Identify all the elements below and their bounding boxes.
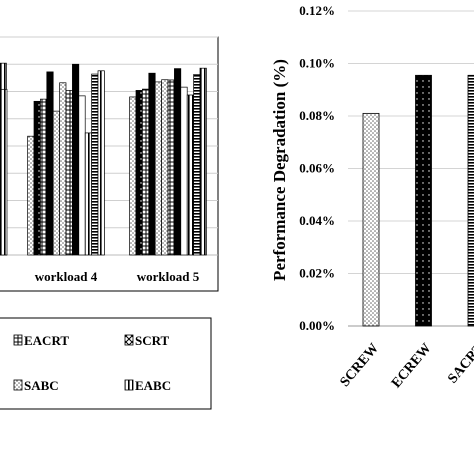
bar-scrt-workload-4 <box>72 63 80 256</box>
right-y-tick-labels: 0.00% 0.02% 0.04% 0.06% 0.08% 0.10% 0.12% <box>299 3 335 333</box>
bar-eacrt-workload-5 <box>142 88 150 256</box>
left-bars <box>0 62 207 256</box>
bar-sabc-workload-5 <box>186 94 194 256</box>
legend-frame <box>0 317 212 410</box>
bar-scrt-workload-5 <box>161 79 169 256</box>
left-chart: workload 4 workload 5 EACRT SCRT SABC EA… <box>0 36 219 410</box>
bar-sabc-workload-5 <box>129 96 137 256</box>
legend-label-eabc: EABC <box>135 378 171 393</box>
right-y-axis-label: Performance Degradation (%) <box>270 59 289 281</box>
bar-eabc-workload-5 <box>167 79 175 256</box>
bar-eacrt-workload-5 <box>180 86 188 256</box>
legend-swatch-sabc <box>13 379 23 391</box>
bar-sabc-workload-4 <box>84 132 92 256</box>
right-y-tick-0-02: 0.02% <box>299 266 335 281</box>
bar-eacrt-workload-4 <box>78 95 86 256</box>
bar-eacrt-workload-5 <box>135 90 143 256</box>
bar-sacrt <box>467 74 474 327</box>
legend-swatch-eacrt <box>13 334 23 346</box>
right-y-tick-0-12: 0.12% <box>299 3 335 18</box>
bar-scrt-workload-5 <box>148 72 156 256</box>
bar-sabc-workload-4 <box>27 135 35 256</box>
bar-eabc-workload-4 <box>65 90 73 256</box>
legend-swatch-eabc <box>124 379 134 391</box>
bar-scrt-workload-4 <box>46 71 54 256</box>
bar-scrt-workload-5 <box>174 68 182 256</box>
bar-scrt-workload-5 <box>193 74 201 256</box>
bar-ecrew <box>415 74 432 327</box>
bar-sabc-workload-5 <box>154 81 162 256</box>
right-y-tick-0-08: 0.08% <box>299 108 335 123</box>
legend-label-sabc: SABC <box>24 378 59 393</box>
right-bars <box>362 74 474 327</box>
right-category-labels: SCREW ECREW SACRT <box>338 340 474 391</box>
bar-eabc-workload-3 <box>0 88 8 256</box>
category-label-workload-5: workload 5 <box>137 269 200 284</box>
bar-eabc-workload-4 <box>97 70 105 256</box>
bar-screw <box>362 112 380 327</box>
bar-eacrt-workload-4 <box>40 98 48 256</box>
category-label-screw: SCREW <box>338 341 383 390</box>
legend: EACRT SCRT SABC EABC <box>0 317 212 410</box>
legend-item-scrt: SCRT <box>124 333 170 348</box>
category-label-sacrt: SACRT <box>445 340 474 386</box>
bar-eabc-workload-5 <box>199 67 207 256</box>
legend-item-eacrt: EACRT <box>13 333 69 348</box>
bar-sabc-workload-4 <box>52 110 60 256</box>
legend-label-eacrt: EACRT <box>24 333 69 348</box>
right-y-tick-0-10: 0.10% <box>299 56 335 71</box>
legend-label-scrt: SCRT <box>135 333 170 348</box>
right-chart: 0.00% 0.02% 0.04% 0.06% 0.08% 0.10% 0.12% SCRE… <box>270 3 474 391</box>
right-y-tick-0-06: 0.06% <box>299 161 335 176</box>
legend-item-eabc: EABC <box>124 378 171 393</box>
legend-item-sabc: SABC <box>13 378 59 393</box>
category-label-workload-4: workload 4 <box>35 269 98 284</box>
bar-scrt-workload-4 <box>59 82 67 256</box>
legend-swatch-scrt <box>124 334 134 346</box>
bar-eacrt-workload-4 <box>33 100 41 256</box>
right-y-tick-0-04: 0.04% <box>299 213 335 228</box>
right-y-tick-0-00: 0.00% <box>299 318 335 333</box>
bar-scrt-workload-4 <box>91 73 99 256</box>
category-label-ecrew: ECREW <box>389 341 434 391</box>
